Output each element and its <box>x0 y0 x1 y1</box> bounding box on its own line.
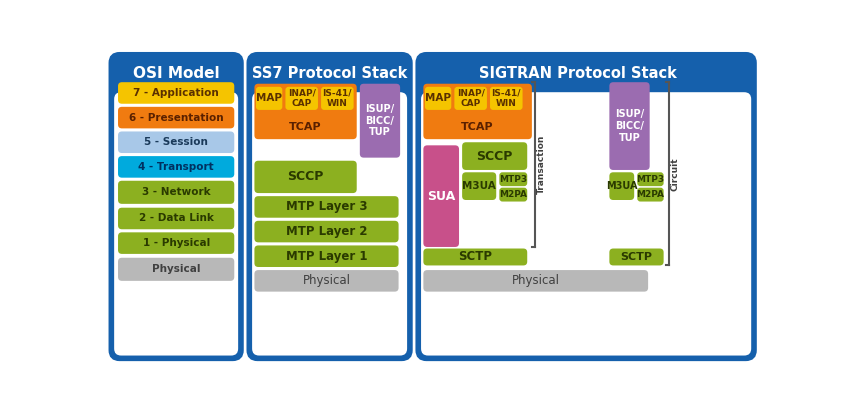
FancyBboxPatch shape <box>321 87 353 110</box>
Text: IS-41/
WIN: IS-41/ WIN <box>491 89 521 108</box>
FancyBboxPatch shape <box>254 84 356 139</box>
Text: ISUP/
BICC/
TUP: ISUP/ BICC/ TUP <box>614 110 643 143</box>
FancyBboxPatch shape <box>425 87 451 110</box>
Text: Physical: Physical <box>511 274 559 288</box>
FancyBboxPatch shape <box>118 82 234 104</box>
FancyBboxPatch shape <box>254 196 398 218</box>
Text: Transaction: Transaction <box>536 135 545 194</box>
Text: Physical: Physical <box>152 264 200 274</box>
FancyBboxPatch shape <box>462 142 527 170</box>
Text: SS7 Protocol Stack: SS7 Protocol Stack <box>252 66 407 81</box>
FancyBboxPatch shape <box>118 131 234 153</box>
FancyBboxPatch shape <box>118 258 234 281</box>
FancyBboxPatch shape <box>609 82 649 170</box>
FancyBboxPatch shape <box>454 87 486 110</box>
FancyBboxPatch shape <box>118 232 234 254</box>
FancyBboxPatch shape <box>609 172 634 200</box>
FancyBboxPatch shape <box>423 249 527 265</box>
FancyBboxPatch shape <box>499 172 527 186</box>
Text: MTP3: MTP3 <box>636 175 663 184</box>
Text: M3UA: M3UA <box>462 181 495 191</box>
FancyBboxPatch shape <box>636 172 663 186</box>
Text: 7 - Application: 7 - Application <box>133 88 219 98</box>
FancyBboxPatch shape <box>111 54 241 360</box>
FancyBboxPatch shape <box>423 145 458 247</box>
Text: 2 - Data Link: 2 - Data Link <box>138 213 214 223</box>
Text: 5 - Session: 5 - Session <box>144 137 208 147</box>
FancyBboxPatch shape <box>462 172 495 200</box>
FancyBboxPatch shape <box>417 54 755 360</box>
FancyBboxPatch shape <box>118 156 234 178</box>
FancyBboxPatch shape <box>636 188 663 202</box>
FancyBboxPatch shape <box>423 270 647 292</box>
FancyBboxPatch shape <box>256 87 282 110</box>
FancyBboxPatch shape <box>609 249 663 265</box>
Text: MTP Layer 3: MTP Layer 3 <box>285 200 367 213</box>
Text: SCCP: SCCP <box>287 171 323 183</box>
FancyBboxPatch shape <box>118 208 234 229</box>
FancyBboxPatch shape <box>254 270 398 292</box>
FancyBboxPatch shape <box>285 87 317 110</box>
FancyBboxPatch shape <box>254 161 356 193</box>
Text: OSI Model: OSI Model <box>133 66 219 81</box>
Text: SCTP: SCTP <box>457 250 492 263</box>
Text: INAP/
CAP: INAP/ CAP <box>288 89 316 108</box>
FancyBboxPatch shape <box>118 181 234 204</box>
Text: 4 - Transport: 4 - Transport <box>138 162 214 172</box>
FancyBboxPatch shape <box>360 84 400 157</box>
FancyBboxPatch shape <box>490 87 522 110</box>
FancyBboxPatch shape <box>118 107 234 128</box>
Text: M2PA: M2PA <box>636 190 663 199</box>
Text: SCCP: SCCP <box>476 150 512 163</box>
Text: Physical: Physical <box>302 274 350 288</box>
FancyBboxPatch shape <box>420 92 750 355</box>
FancyBboxPatch shape <box>254 245 398 267</box>
Text: 6 - Presentation: 6 - Presentation <box>128 112 223 123</box>
Text: SIGTRAN Protocol Stack: SIGTRAN Protocol Stack <box>479 66 677 81</box>
Text: SUA: SUA <box>426 190 455 202</box>
Text: 3 - Network: 3 - Network <box>142 187 210 197</box>
FancyBboxPatch shape <box>248 54 410 360</box>
Text: ISUP/
BICC/
TUP: ISUP/ BICC/ TUP <box>365 104 394 137</box>
Text: MTP Layer 2: MTP Layer 2 <box>285 225 367 238</box>
Text: MTP3: MTP3 <box>499 175 527 184</box>
Text: SCTP: SCTP <box>619 252 652 262</box>
Text: 1 - Physical: 1 - Physical <box>143 238 209 248</box>
Text: INAP/
CAP: INAP/ CAP <box>456 89 484 108</box>
FancyBboxPatch shape <box>252 92 407 355</box>
Text: TCAP: TCAP <box>461 122 494 132</box>
Text: Circuit: Circuit <box>670 157 679 191</box>
Text: MAP: MAP <box>256 93 282 103</box>
Text: IS-41/
WIN: IS-41/ WIN <box>322 89 352 108</box>
Text: TCAP: TCAP <box>289 122 322 132</box>
Text: M3UA: M3UA <box>605 181 636 191</box>
Text: M2PA: M2PA <box>499 190 527 199</box>
FancyBboxPatch shape <box>499 188 527 202</box>
FancyBboxPatch shape <box>254 221 398 243</box>
Text: MAP: MAP <box>425 93 451 103</box>
FancyBboxPatch shape <box>114 92 238 355</box>
FancyBboxPatch shape <box>423 84 531 139</box>
Text: MTP Layer 1: MTP Layer 1 <box>285 250 367 263</box>
